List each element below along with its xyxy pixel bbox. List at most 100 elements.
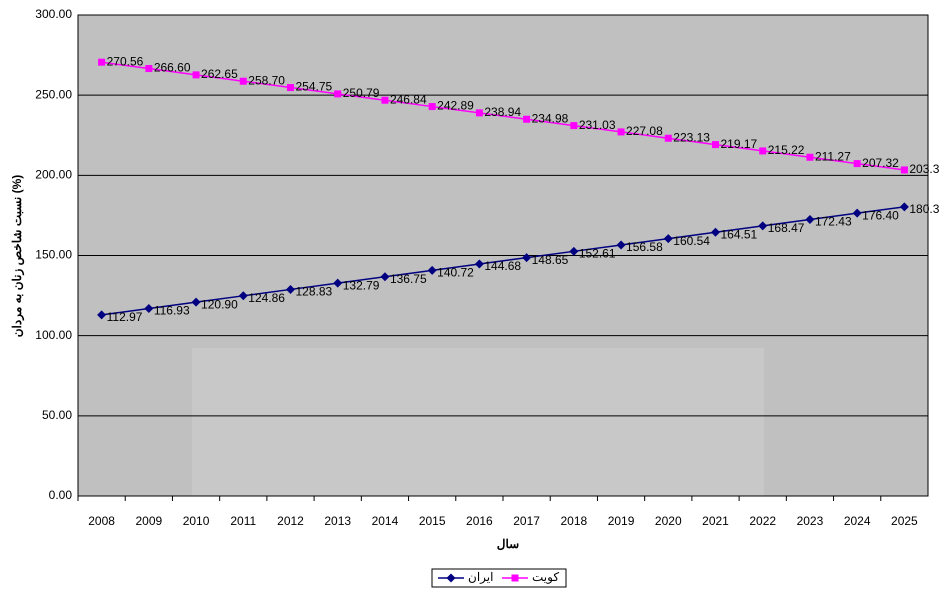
point (664, 134, 672, 142)
point (333, 278, 343, 288)
legend-marker (446, 573, 456, 583)
point (853, 160, 861, 168)
data-label: 156.58 (626, 240, 663, 254)
y-tick-label: 250.00 (35, 87, 72, 101)
data-label: 176.40 (862, 208, 899, 222)
x-tick-label: 2020 (655, 514, 682, 528)
data-label: 262.65 (201, 67, 238, 81)
data-label: 160.54 (673, 234, 710, 248)
point (663, 234, 673, 244)
legend-marker (511, 574, 519, 582)
data-label: 112.97 (107, 310, 143, 324)
point (617, 128, 625, 136)
y-tick-label: 150.00 (35, 248, 72, 262)
point (475, 109, 483, 117)
point (569, 246, 579, 256)
point (474, 259, 484, 269)
series-line (101, 61, 905, 171)
series-line (101, 206, 905, 316)
point (427, 265, 437, 275)
x-tick-label: 2019 (608, 514, 635, 528)
point (381, 96, 389, 104)
data-label: 132.79 (343, 278, 380, 292)
data-label: 164.51 (721, 227, 758, 241)
y-tick-label: 300.00 (35, 7, 72, 21)
x-tick-label: 2009 (135, 514, 162, 528)
x-tick-label: 2012 (277, 514, 304, 528)
data-label: 207.32 (862, 156, 899, 170)
data-label: 152.61 (579, 246, 616, 260)
data-label: 227.08 (626, 124, 663, 138)
data-label: 238.94 (484, 105, 521, 119)
point (144, 304, 154, 314)
point (711, 227, 720, 237)
x-tick-label: 2016 (466, 514, 493, 528)
data-label: 223.13 (673, 130, 710, 144)
point (145, 65, 153, 73)
point (570, 122, 578, 130)
point (380, 272, 390, 282)
x-axis-title: سال (497, 537, 519, 551)
legend-label: ایران (468, 570, 493, 584)
y-tick-label: 50.00 (42, 408, 72, 422)
x-tick-label: 2015 (419, 514, 446, 528)
y-axis-title: نسبت شاخص زنان به مردان (%) (10, 175, 25, 338)
point (712, 141, 719, 149)
data-label: 144.68 (484, 259, 521, 273)
data-label: 215.22 (768, 143, 805, 157)
y-tick-label: 200.00 (35, 168, 72, 182)
x-tick-label: 2024 (844, 514, 871, 528)
y-tick-label: 100.00 (35, 328, 72, 342)
point (852, 208, 862, 218)
point (286, 284, 295, 294)
point (192, 71, 200, 79)
point (238, 291, 248, 301)
y-tick-label: 0.00 (49, 488, 73, 502)
data-label: 116.93 (154, 304, 190, 318)
data-label: 211.27 (815, 149, 851, 163)
point (899, 202, 909, 212)
x-tick-label: 2014 (372, 514, 399, 528)
data-label: 172.43 (815, 215, 852, 229)
point (428, 103, 436, 111)
data-label: 148.65 (532, 253, 569, 267)
point (287, 84, 294, 92)
point (98, 58, 106, 66)
x-tick-label: 2010 (183, 514, 210, 528)
point (616, 240, 626, 250)
data-label: 242.89 (437, 99, 474, 113)
data-label: 266.60 (154, 61, 191, 75)
x-tick-label: 2021 (702, 514, 729, 528)
data-label: 219.17 (721, 137, 758, 151)
data-label: 250.79 (343, 86, 380, 100)
point (522, 253, 532, 263)
data-label: 168.47 (768, 221, 805, 235)
data-label: 234.98 (532, 111, 569, 125)
point (806, 153, 814, 161)
point (758, 221, 768, 231)
point (805, 215, 815, 225)
point (523, 115, 531, 123)
x-tick-label: 2011 (230, 514, 256, 528)
data-label: 124.86 (248, 291, 285, 305)
point (191, 297, 201, 307)
x-tick-label: 2013 (324, 514, 351, 528)
x-tick-label: 2017 (513, 514, 540, 528)
point (334, 90, 342, 98)
data-label: 254.75 (296, 80, 333, 94)
point (97, 310, 107, 320)
data-label: 128.83 (296, 285, 333, 299)
data-label: 258.70 (248, 73, 285, 87)
data-label: 180.36 (909, 202, 940, 216)
legend (431, 568, 567, 588)
data-label: 246.84 (390, 92, 427, 106)
watermark (192, 348, 764, 496)
x-tick-label: 2023 (797, 514, 824, 528)
data-label: 231.03 (579, 118, 616, 132)
x-tick-label: 2018 (560, 514, 587, 528)
data-label: 140.72 (437, 266, 474, 280)
point (759, 147, 767, 155)
point (239, 77, 247, 85)
data-label: 136.75 (390, 272, 427, 286)
